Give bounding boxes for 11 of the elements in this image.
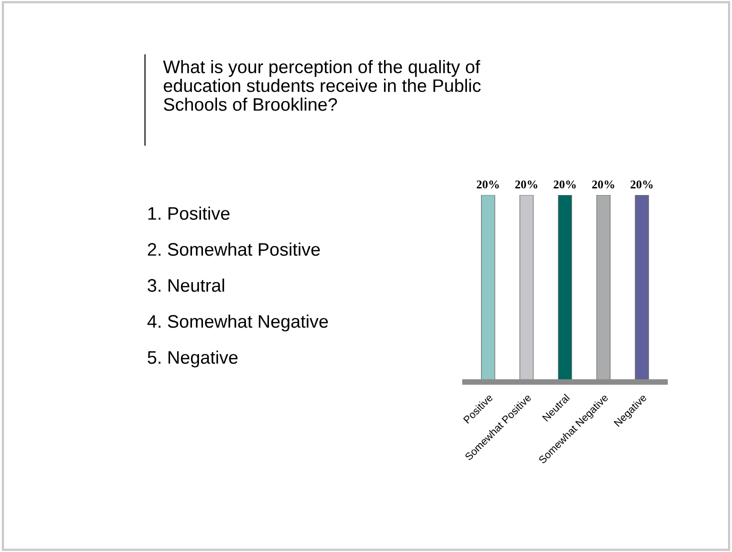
text: 1. Positive — [148, 206, 230, 220]
data-label: 20% — [515, 180, 538, 188]
text: 5. Negative — [148, 350, 238, 368]
data-label: 20% — [554, 180, 576, 188]
text: 2. Somewhat Positive — [148, 242, 320, 256]
chart-title: What is your perception of the quality of education students receive in the Public Schools of Brookline? — [163, 60, 481, 111]
data-label: 20% — [592, 180, 614, 188]
text: 3. Neutral — [148, 278, 224, 292]
text: 4. Somewhat Negative — [147, 314, 328, 332]
data-label: 20% — [630, 180, 653, 188]
data-label: 20% — [476, 180, 499, 188]
